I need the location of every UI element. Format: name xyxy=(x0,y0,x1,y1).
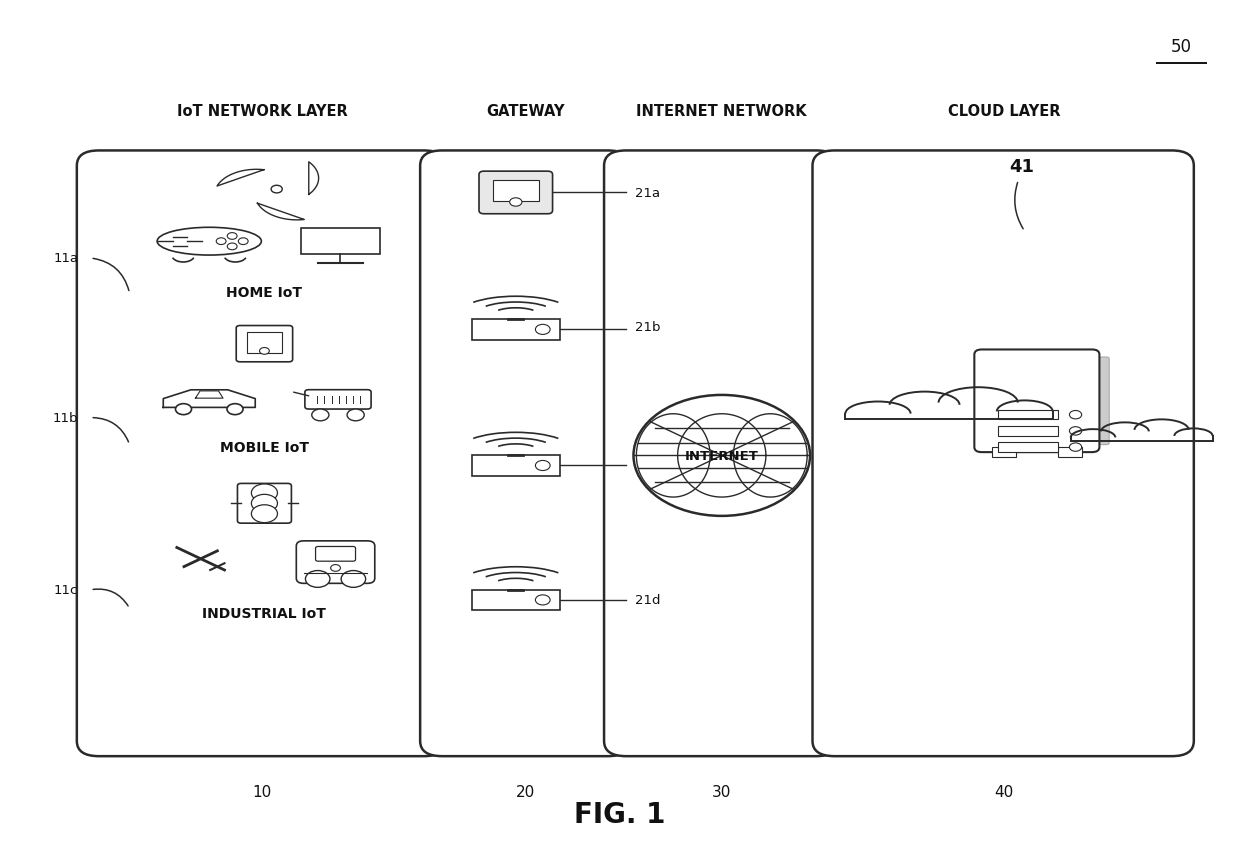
FancyBboxPatch shape xyxy=(237,326,293,363)
Text: FIG. 1: FIG. 1 xyxy=(574,799,666,827)
Text: 21a: 21a xyxy=(635,187,660,200)
FancyBboxPatch shape xyxy=(296,541,374,583)
Circle shape xyxy=(216,239,226,246)
Text: GATEWAY: GATEWAY xyxy=(486,104,565,119)
Circle shape xyxy=(634,396,810,516)
Circle shape xyxy=(259,348,269,355)
FancyBboxPatch shape xyxy=(420,151,630,757)
Bar xyxy=(247,334,281,353)
Circle shape xyxy=(536,325,551,335)
Bar xyxy=(492,181,538,202)
Circle shape xyxy=(341,571,366,588)
Text: 11a: 11a xyxy=(53,252,78,265)
Text: 21b: 21b xyxy=(635,321,660,334)
FancyBboxPatch shape xyxy=(237,484,291,524)
Polygon shape xyxy=(164,391,255,408)
FancyBboxPatch shape xyxy=(812,151,1194,757)
Circle shape xyxy=(272,186,283,194)
Text: HOME IoT: HOME IoT xyxy=(227,285,303,299)
Circle shape xyxy=(536,461,551,471)
Circle shape xyxy=(311,409,329,421)
Text: CLOUD LAYER: CLOUD LAYER xyxy=(947,104,1060,119)
Circle shape xyxy=(331,565,341,572)
Circle shape xyxy=(227,234,237,240)
Text: 11c: 11c xyxy=(53,583,78,596)
Text: 30: 30 xyxy=(712,784,732,799)
Text: 20: 20 xyxy=(516,784,536,799)
Text: IoT NETWORK LAYER: IoT NETWORK LAYER xyxy=(176,104,347,119)
Polygon shape xyxy=(258,204,304,221)
FancyBboxPatch shape xyxy=(1090,357,1110,445)
FancyBboxPatch shape xyxy=(77,151,446,757)
Circle shape xyxy=(252,505,278,523)
Circle shape xyxy=(536,595,551,606)
Circle shape xyxy=(347,409,365,421)
Circle shape xyxy=(238,239,248,246)
Bar xyxy=(998,426,1059,436)
Bar xyxy=(998,410,1059,420)
Polygon shape xyxy=(309,163,319,195)
Text: MOBILE IoT: MOBILE IoT xyxy=(219,440,309,455)
Bar xyxy=(471,456,560,476)
Text: 41: 41 xyxy=(1009,158,1034,176)
Circle shape xyxy=(252,485,278,502)
Text: INDUSTRIAL IoT: INDUSTRIAL IoT xyxy=(202,606,326,620)
FancyBboxPatch shape xyxy=(300,229,381,254)
Circle shape xyxy=(1069,411,1081,420)
Circle shape xyxy=(176,404,191,415)
FancyBboxPatch shape xyxy=(479,172,553,214)
Circle shape xyxy=(510,199,522,207)
Bar xyxy=(998,443,1059,452)
Text: 21d: 21d xyxy=(635,594,660,606)
Bar xyxy=(1058,448,1083,457)
Bar xyxy=(471,590,560,610)
Text: INTERNET NETWORK: INTERNET NETWORK xyxy=(636,104,807,119)
FancyBboxPatch shape xyxy=(975,350,1100,453)
FancyBboxPatch shape xyxy=(604,151,838,757)
Text: 40: 40 xyxy=(994,784,1013,799)
FancyBboxPatch shape xyxy=(315,547,356,561)
Circle shape xyxy=(305,571,330,588)
Ellipse shape xyxy=(157,228,262,256)
Text: 50: 50 xyxy=(1171,38,1192,56)
Text: 10: 10 xyxy=(253,784,272,799)
Circle shape xyxy=(252,495,278,513)
Circle shape xyxy=(227,244,237,251)
Bar xyxy=(992,448,1016,457)
Text: INTERNET: INTERNET xyxy=(684,450,759,462)
Circle shape xyxy=(227,404,243,415)
Circle shape xyxy=(1069,427,1081,436)
Text: 21c: 21c xyxy=(635,458,660,471)
Bar xyxy=(471,320,560,340)
Circle shape xyxy=(1069,444,1081,452)
FancyBboxPatch shape xyxy=(305,390,371,409)
Polygon shape xyxy=(217,170,264,187)
Text: 11b: 11b xyxy=(53,412,78,425)
